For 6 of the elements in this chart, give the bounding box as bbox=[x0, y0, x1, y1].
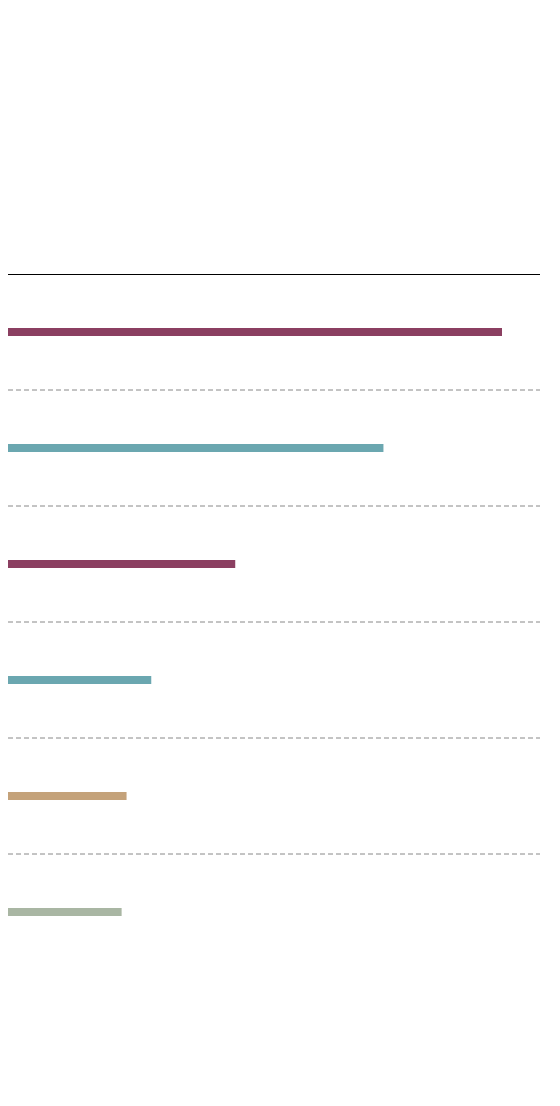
bar bbox=[8, 676, 152, 684]
bar bbox=[8, 444, 384, 452]
bar bbox=[8, 792, 127, 800]
bar bbox=[8, 908, 122, 916]
bar bbox=[8, 328, 502, 336]
bar bbox=[8, 560, 236, 568]
